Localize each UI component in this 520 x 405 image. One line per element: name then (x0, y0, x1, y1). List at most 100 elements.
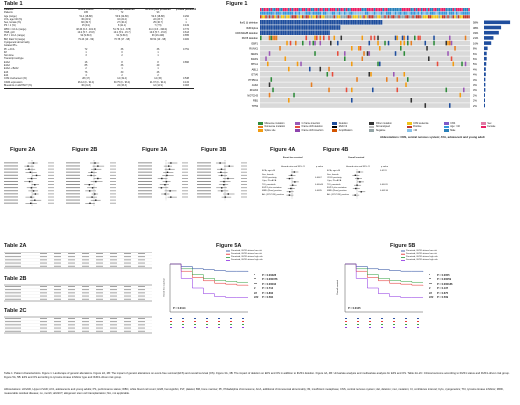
clinical-track-cell (284, 15, 287, 19)
clinical-track-cell (321, 8, 323, 12)
gene-percent: 4% (473, 67, 477, 71)
clinical-track-cell (349, 8, 351, 12)
clinical-track-cell (316, 8, 318, 12)
oncoprint-cell (414, 35, 416, 41)
fig2b-title: Figure 2B (72, 147, 98, 153)
oncoprint-cell (358, 46, 360, 51)
forest-label-placeholder (66, 190, 80, 192)
oncoprint-cell (351, 20, 353, 25)
table2-cell-placeholder (54, 286, 61, 287)
table2-cell-placeholder (54, 265, 61, 267)
clinical-track-cell (400, 15, 402, 19)
table2c-title: Table 2C (4, 308, 27, 314)
clinical-track-cell (338, 8, 341, 12)
fig4-row-pvalue: 0.0067 (315, 177, 322, 179)
oncoprint-cell (282, 30, 285, 35)
table2-cell-placeholder (54, 327, 61, 329)
oncoprint-cell (265, 30, 267, 35)
table2-grids (4, 252, 152, 334)
table2-cell-placeholder (5, 318, 21, 319)
clinical-track-cell (426, 15, 428, 19)
legend-item: Other mutation (369, 122, 404, 125)
clinical-track-cell (373, 11, 376, 15)
table1-cell: 93 (156, 11, 160, 15)
km-risk-cell (170, 327, 172, 328)
table1-cell: Cytogenetic abnormality (4, 40, 30, 44)
clinical-track-cell (288, 15, 290, 19)
oncoprint-cell (359, 20, 362, 25)
oncoprint-cell (380, 20, 383, 25)
clinical-track-cell (295, 11, 297, 15)
clinical-track-cell (382, 11, 385, 15)
fig4-row-label: Cyto, Ph+ACA (262, 180, 277, 183)
oncoprint-cell (277, 30, 280, 35)
forest-point (220, 171, 222, 173)
clinical-track-cell (309, 11, 311, 15)
clinical-track-cell (323, 8, 325, 12)
clinical-track-cell (384, 15, 386, 19)
legend-label: Nonsense mutation (264, 125, 286, 129)
legend-swatch (406, 129, 412, 132)
table2-cell-placeholder (82, 292, 89, 294)
forest-label-placeholder (4, 202, 18, 204)
clinical-track-cell (291, 11, 294, 15)
clinical-track-cell (340, 8, 343, 12)
table2-cell-placeholder (110, 292, 117, 294)
oncoprint-cell (377, 40, 379, 46)
oncoprint-cell (368, 20, 371, 25)
gene-label: IKZF1plus (246, 26, 259, 30)
oncoprint-cell (337, 25, 339, 30)
oncoprint-cell (272, 25, 274, 30)
oncoprint-cell (265, 25, 267, 30)
clinical-track-cell (342, 11, 344, 15)
oncoprint-cell (305, 30, 308, 35)
table1-cell: E1A2 (4, 64, 10, 68)
table2-cell-placeholder (40, 324, 47, 326)
clinical-track-cell (459, 11, 462, 15)
km-curve (170, 263, 248, 283)
table1-cell: Isolated Ph+ (4, 44, 18, 48)
table1-cell: Patients (4, 11, 13, 15)
km-legend-label: Ponatinib, IKZF1-driven low risk (406, 249, 437, 252)
clinical-track-cell (438, 8, 441, 12)
clinical-track-cell (449, 15, 451, 19)
oncoprint-cell (316, 30, 318, 35)
table1-cell: 92 (9-513) (80, 34, 92, 38)
clinical-track-cell (436, 15, 439, 19)
oncoprint-cell (316, 20, 318, 25)
legend-swatch (369, 125, 375, 129)
forest-point (91, 196, 93, 198)
forest-label-placeholder (66, 177, 80, 179)
clinical-track-cell (293, 8, 295, 12)
table2-cell-placeholder (82, 259, 89, 261)
clinical-track-cell (380, 15, 383, 19)
table1-cell: 8 (157, 60, 159, 64)
fig4-point (358, 171, 360, 173)
table2-cell-placeholder (40, 292, 47, 294)
oncoprint-cell (407, 40, 409, 46)
clinical-track-cell (370, 8, 372, 12)
table1-row: E1A2 85 36 49 (4, 64, 196, 67)
clinical-track-cell (445, 15, 448, 19)
table1-cell: Transcript subtype (4, 57, 24, 61)
table2-cell-placeholder (124, 253, 131, 254)
clinical-track-cell (363, 11, 365, 15)
clinical-track-cell (447, 11, 449, 15)
oncoprint-cell (366, 20, 369, 25)
km-risk-cell (381, 318, 383, 319)
km-stat-symbol: ## (429, 291, 432, 295)
oncoprint-cell (295, 30, 297, 35)
clinical-track-cell (386, 15, 388, 19)
oncoprint-row-bg (260, 35, 470, 41)
clinical-track-cell (298, 15, 301, 19)
km-curve (170, 263, 248, 298)
clinical-track-cell (358, 8, 360, 12)
oncoprint-cell (263, 30, 266, 35)
oncoprint-cell (396, 35, 399, 41)
legend-swatch (258, 129, 263, 132)
km-overall-pvalue: P = 0.0114 (173, 307, 186, 310)
km-ylabel: Event free survival (163, 278, 166, 297)
km-risk-cell (218, 327, 220, 328)
forest-label-placeholder (197, 187, 211, 189)
forest-label-placeholder (66, 196, 80, 198)
